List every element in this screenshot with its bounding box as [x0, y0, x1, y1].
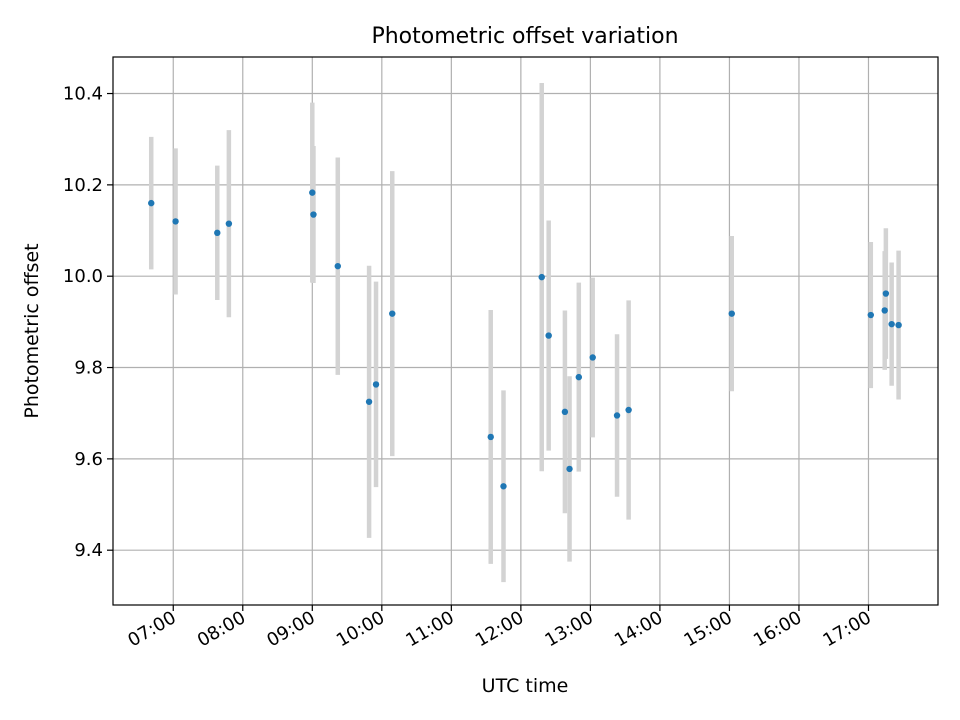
- data-point: [172, 218, 179, 225]
- data-point: [365, 398, 373, 405]
- data-point: [881, 307, 888, 314]
- y-tick-label: 9.8: [74, 358, 103, 379]
- data-point: [625, 406, 632, 414]
- data-point: [372, 381, 380, 388]
- data-point: [214, 229, 221, 237]
- data-point: [613, 412, 621, 419]
- y-tick-label: 9.4: [74, 540, 103, 561]
- data-point: [538, 273, 545, 281]
- data-point: [882, 290, 890, 297]
- y-axis-label: Photometric offset: [21, 243, 43, 418]
- y-axis-ticks: 9.4 9.6 9.8 10.0 10.2 10.4: [63, 84, 113, 561]
- x-axis-label: UTC time: [482, 675, 569, 697]
- grid: [113, 57, 938, 605]
- data-point: [225, 220, 233, 227]
- y-tick-label: 10.4: [63, 84, 103, 105]
- data-point: [867, 311, 874, 319]
- data-point: [561, 408, 569, 416]
- data-point: [589, 354, 596, 361]
- data-point: [575, 373, 583, 381]
- data-points: [148, 189, 902, 490]
- data-point: [545, 332, 552, 339]
- y-tick-label: 9.6: [74, 449, 103, 470]
- data-point: [148, 199, 155, 207]
- data-point: [389, 310, 396, 317]
- data-point: [310, 211, 317, 218]
- data-point: [566, 465, 573, 473]
- data-point: [334, 262, 341, 270]
- data-point: [487, 433, 494, 441]
- chart-title: Photometric offset variation: [371, 24, 678, 49]
- y-tick-label: 10.0: [63, 266, 103, 287]
- y-tick-label: 10.2: [63, 175, 103, 196]
- data-point: [895, 321, 902, 329]
- data-point: [500, 483, 507, 490]
- data-point: [309, 189, 316, 196]
- data-point: [888, 320, 895, 328]
- plot-frame: [112, 56, 939, 606]
- data-point: [728, 310, 735, 317]
